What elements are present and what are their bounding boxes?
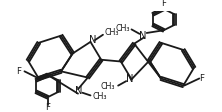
Text: CH₃: CH₃ <box>92 92 107 101</box>
Text: CH₃: CH₃ <box>115 24 130 33</box>
Text: CH₃: CH₃ <box>101 82 115 91</box>
Text: CH₃: CH₃ <box>105 28 119 37</box>
Text: N: N <box>139 31 147 41</box>
Text: F: F <box>45 102 50 112</box>
Text: F: F <box>17 67 22 76</box>
Text: F: F <box>200 74 204 83</box>
Text: N: N <box>126 74 133 84</box>
Text: F: F <box>161 0 166 8</box>
Text: N: N <box>75 86 83 96</box>
Text: N: N <box>89 35 96 45</box>
